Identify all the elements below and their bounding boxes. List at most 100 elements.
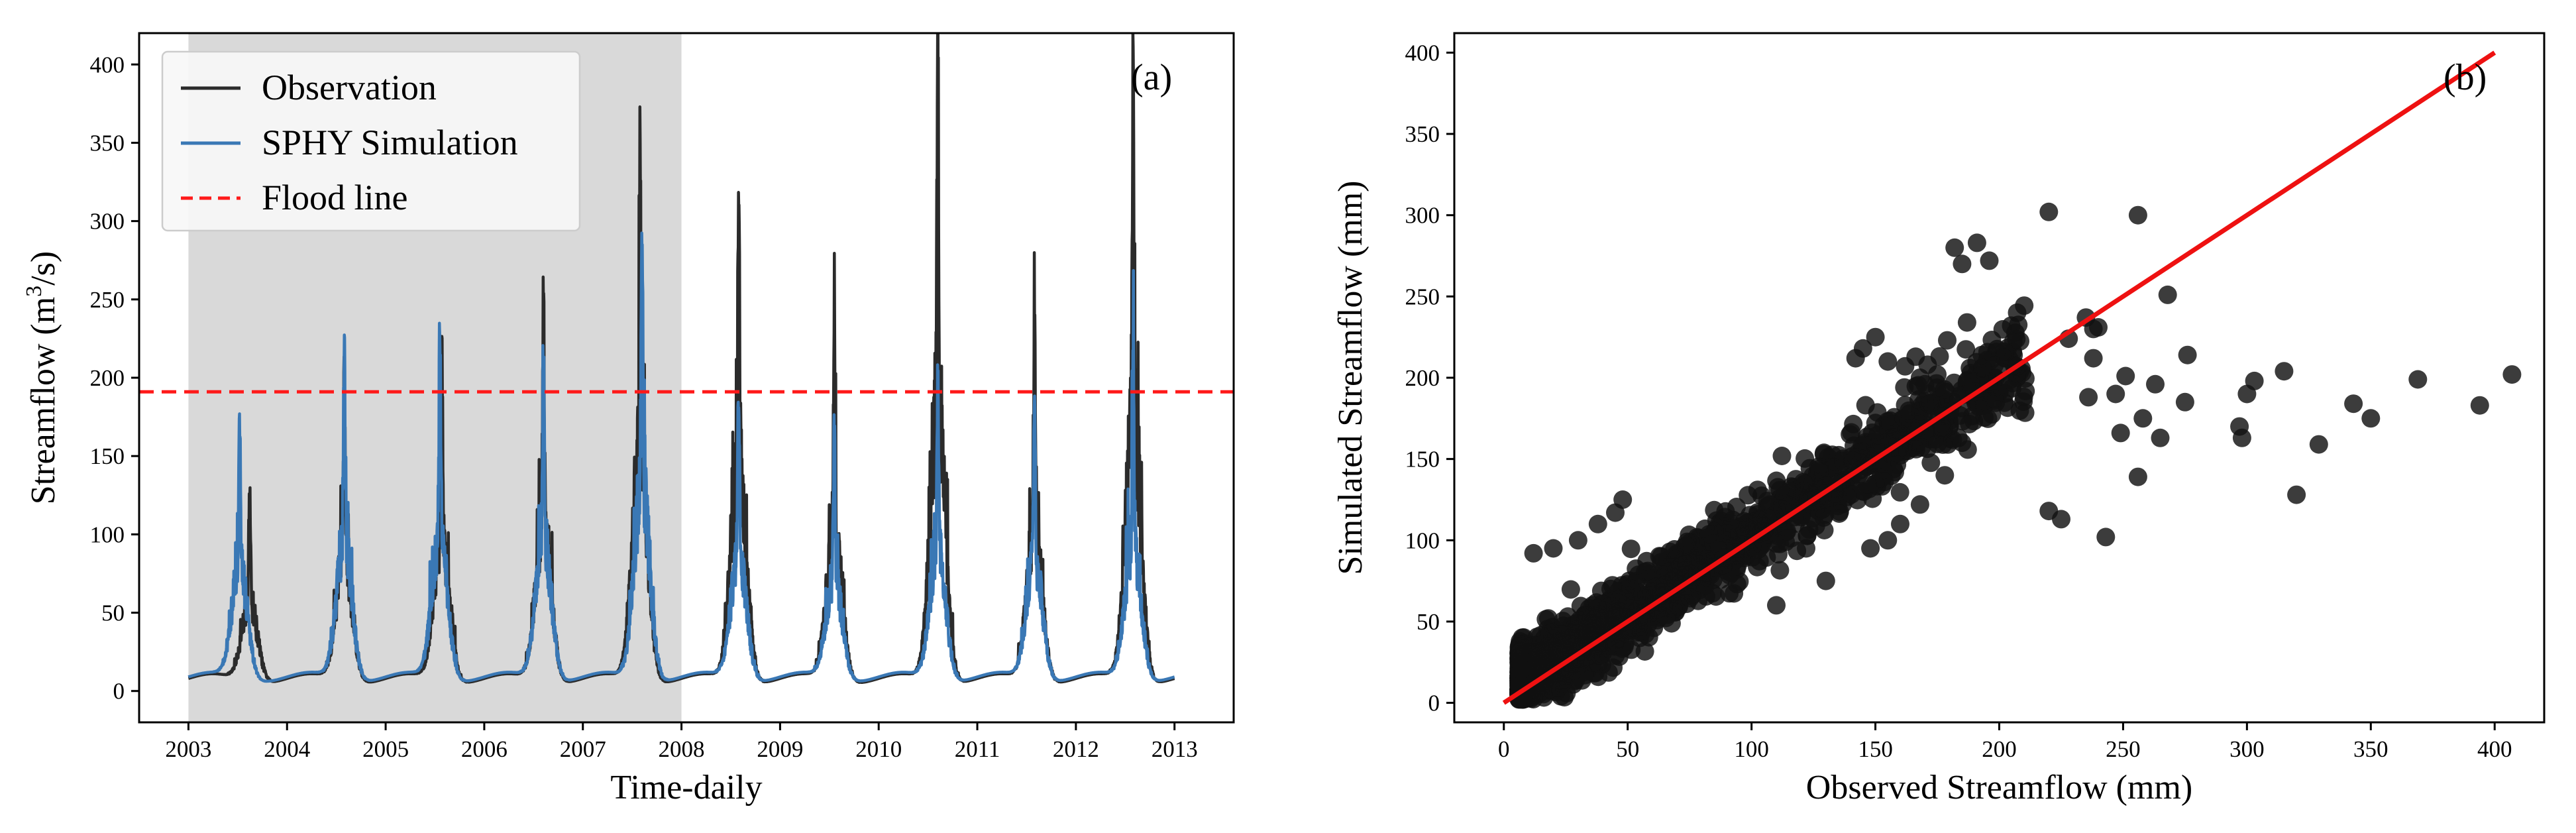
scatter-point <box>2470 396 2489 415</box>
scatter-point <box>1919 394 1939 414</box>
y-tick-label: 350 <box>1405 121 1440 147</box>
scatter-point <box>1957 313 1976 332</box>
y-tick-label: 300 <box>90 209 125 235</box>
y-tick-label: 200 <box>1405 365 1440 391</box>
scatter-point <box>1527 656 1546 675</box>
scatter-point <box>2039 202 2059 221</box>
y-tick-label: 300 <box>1405 203 1440 229</box>
scatter-point <box>1615 638 1634 656</box>
scatter-point <box>1619 586 1638 606</box>
scatter-point <box>1928 434 1947 453</box>
scatter-point <box>1769 545 1788 564</box>
scatter-point <box>1878 531 1898 550</box>
scatter-point <box>1650 608 1668 627</box>
scatter-point <box>2361 409 2381 428</box>
x-tick-label: 2006 <box>461 736 508 762</box>
scatter-point <box>2089 318 2108 337</box>
scatter-point <box>1782 529 1801 548</box>
y-tick-label: 100 <box>1405 528 1440 553</box>
scatter-point <box>1880 411 1900 430</box>
scatter-point <box>2079 388 2098 407</box>
scatter-point <box>2007 329 2026 349</box>
scatter-point <box>1978 409 1998 428</box>
y-tick-label: 350 <box>90 130 125 156</box>
scatter-point <box>2111 423 2130 443</box>
y-tick-label: 0 <box>113 679 125 704</box>
panel-b-scatter: 0 50 100 150 200 250 300 350 400 0 50 100 150 200 250… <box>1332 32 2546 806</box>
scatter-point <box>1900 401 1919 420</box>
scatter-point <box>1973 359 1992 378</box>
scatter-point <box>2309 435 2328 454</box>
scatter-point <box>1541 679 1560 698</box>
scatter-point <box>1798 526 1817 545</box>
scatter-point <box>1636 563 1655 581</box>
scatter-point <box>1957 372 1976 391</box>
scatter-point <box>2287 485 2306 504</box>
scatter-point <box>1635 642 1654 661</box>
scatter-point <box>2084 349 2103 368</box>
panel-a-x-ticks: 2003 2004 2005 2006 2007 2008 2009 2010 2011 2012… <box>165 722 1198 762</box>
scatter-point <box>1546 654 1566 673</box>
scatter-point <box>2133 409 2153 428</box>
scatter-point <box>1767 596 1786 615</box>
scatter-point <box>2128 467 2147 486</box>
scatter-point <box>1878 352 1898 371</box>
scatter-point <box>1607 606 1626 625</box>
scatter-point <box>1907 433 1927 452</box>
scatter-point <box>2009 315 2028 335</box>
scatter-point <box>1716 517 1735 536</box>
y-tick-label: 50 <box>101 600 125 626</box>
scatter-point <box>1510 647 1529 667</box>
panel-a-timeseries: 2003 2004 2005 2006 2007 2008 2009 2010 2011 2012… <box>22 32 1235 806</box>
scatter-point <box>1536 610 1556 629</box>
scatter-point <box>1728 557 1747 576</box>
scatter-point <box>1982 331 2002 349</box>
scatter-point <box>2015 296 2034 315</box>
scatter-point <box>1698 528 1717 547</box>
scatter-point <box>1621 539 1640 559</box>
scatter-point <box>2010 401 2029 420</box>
legend: Observation SPHY Simulation Flood line <box>161 50 581 232</box>
scatter-point <box>1749 540 1768 559</box>
scatter-point <box>1678 532 1697 551</box>
x-tick-label: 2007 <box>560 736 606 762</box>
y-tick-label: 100 <box>90 522 125 547</box>
panel-a-x-axis-label: Time-daily <box>610 769 762 806</box>
scatter-point <box>1980 251 1999 270</box>
scatter-point <box>1673 553 1692 572</box>
x-tick-label: 350 <box>2353 736 2388 762</box>
scatter-point <box>1910 495 1929 514</box>
scatter-point <box>1841 425 1860 444</box>
scatter-point <box>1953 254 1972 274</box>
x-tick-label: 2003 <box>165 736 211 762</box>
x-tick-label: 250 <box>2106 736 2141 762</box>
scatter-point <box>1890 482 1909 502</box>
scatter-point <box>2178 345 2197 364</box>
panel-b-y-ticks: 0 50 100 150 200 250 300 350 400 <box>1405 40 1454 716</box>
scatter-point <box>1695 576 1715 595</box>
x-tick-label: 2013 <box>1152 736 1198 762</box>
scatter-point <box>2128 205 2147 225</box>
scatter-point <box>1858 474 1877 494</box>
x-tick-label: 2008 <box>659 736 705 762</box>
scatter-point <box>2146 374 2165 394</box>
legend-flood-line-label: Flood line <box>262 178 408 217</box>
scatter-point <box>2158 285 2177 304</box>
one-to-one-fit-line <box>1502 50 2496 705</box>
scatter-point <box>1576 665 1594 685</box>
scatter-point <box>1796 449 1815 468</box>
scatter-point <box>1928 365 1947 384</box>
scatter-point <box>2151 428 2170 447</box>
scatter-point <box>1995 342 2013 361</box>
x-tick-label: 100 <box>1734 736 1769 762</box>
x-tick-label: 2009 <box>757 736 803 762</box>
scatter-point <box>2275 362 2294 381</box>
scatter-point <box>1896 357 1915 376</box>
scatter-point <box>2096 528 2116 547</box>
scatter-point <box>1854 435 1873 455</box>
x-tick-label: 2004 <box>264 736 310 762</box>
scatter-point <box>1805 500 1825 519</box>
scatter-point <box>1988 382 2008 401</box>
y-tick-label: 250 <box>90 287 125 313</box>
y-tick-label: 400 <box>90 52 125 78</box>
